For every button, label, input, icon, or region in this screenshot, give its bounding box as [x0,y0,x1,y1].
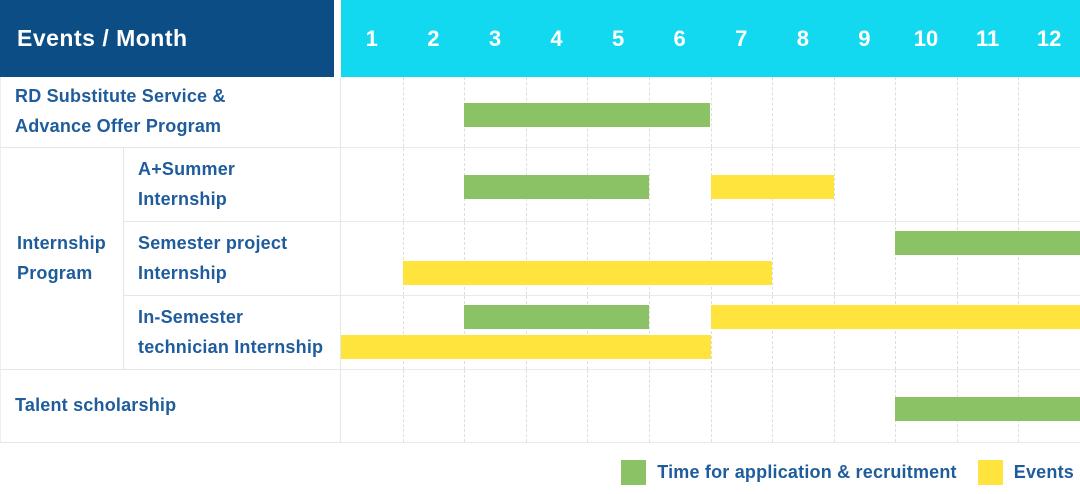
gantt-bar-recruitment [464,175,649,199]
chart-row-rd-substitute-service-advance-offer-program [341,77,1080,148]
gantt-bar-event [402,261,773,285]
month-gridline [587,222,589,295]
month-gridline [772,296,774,369]
month-gridline [402,370,404,442]
legend-swatch-green [621,459,647,485]
chart-row-in-semester-technician-internship [341,296,1080,370]
legend: Time for application & recruitment Events [621,457,1074,487]
month-gridline [710,370,712,442]
month-gridline [525,296,527,369]
gantt-bar-event [710,175,834,199]
events-month-label: Events / Month [17,25,188,51]
month-header-11: 11 [975,25,1000,51]
month-gridline [648,370,650,442]
month-header-7: 7 [735,25,748,51]
chart-row-talent-scholarship [341,370,1080,443]
gantt-bar-event [710,305,1080,329]
month-gridline [710,222,712,295]
row-label-rd-substitute-service-advance-offer-program: RD Substitute Service & Advance Offer Pr… [0,77,341,148]
month-gridline [895,222,897,295]
month-gridline [1018,148,1020,221]
month-gridline [1018,296,1020,369]
row-label-semester-project-internship: Semester project Internship [124,222,341,296]
gantt-bar-recruitment [895,231,1080,255]
gantt-bar-recruitment [464,102,711,127]
month-gridline [833,77,835,147]
month-header-8: 8 [796,25,809,51]
month-gridline [464,222,466,295]
month-header-row: 1 2 3 4 5 6 7 8 9 10 11 12 [341,0,1080,77]
month-gridline [648,222,650,295]
gantt-bar-event [341,335,711,359]
month-gridline [525,370,527,442]
month-gridline [772,222,774,295]
month-gridline [402,296,404,369]
month-gridline [402,77,404,147]
month-gridline [772,77,774,147]
month-header-10: 10 [913,25,939,51]
month-gridline [833,148,835,221]
month-gridline [956,222,958,295]
gantt-bar-recruitment [895,396,1080,421]
chart-row-semester-project-internship [341,222,1080,296]
legend-item-green: Time for application & recruitment [621,459,957,485]
month-gridline [895,77,897,147]
chart-row-a-summer-internship [341,148,1080,222]
month-gridline [710,77,712,147]
month-gridline [464,296,466,369]
month-header-12: 12 [1036,25,1062,51]
month-gridline [833,296,835,369]
month-header-2: 2 [427,25,440,51]
month-gridline [648,148,650,221]
month-gridline [402,222,404,295]
month-gridline [895,296,897,369]
month-gridline [833,370,835,442]
month-gridline [956,77,958,147]
gantt-bar-recruitment [464,305,649,329]
month-gridline [587,370,589,442]
month-gridline [710,296,712,369]
group-label-internship-program: Internship Program [0,148,124,370]
month-gridline [1018,77,1020,147]
month-gridline [464,370,466,442]
month-header-9: 9 [858,25,871,51]
row-label-a-summer-internship: A+Summer Internship [124,148,341,222]
month-header-6: 6 [673,25,686,51]
month-header-4: 4 [550,25,563,51]
month-header-3: 3 [488,25,502,51]
month-gridline [833,222,835,295]
month-gridline [895,148,897,221]
table-header-title: Events / Month [0,0,334,77]
month-gridline [956,296,958,369]
row-label-talent-scholarship: Talent scholarship [0,370,341,443]
legend-label-green: Time for application & recruitment [657,461,957,482]
legend-label-yellow: Events [1013,461,1074,482]
month-header-1: 1 [365,25,378,51]
month-header-5: 5 [611,25,625,51]
legend-item-yellow: Events [977,459,1074,485]
month-gridline [1018,222,1020,295]
month-gridline [648,296,650,369]
month-gridline [956,148,958,221]
legend-swatch-yellow [977,459,1003,485]
month-gridline [402,148,404,221]
month-gridline [587,296,589,369]
month-gridline [525,222,527,295]
row-label-in-semester-technician-internship: In-Semester technician Internship [124,296,341,370]
month-gridline [772,370,774,442]
